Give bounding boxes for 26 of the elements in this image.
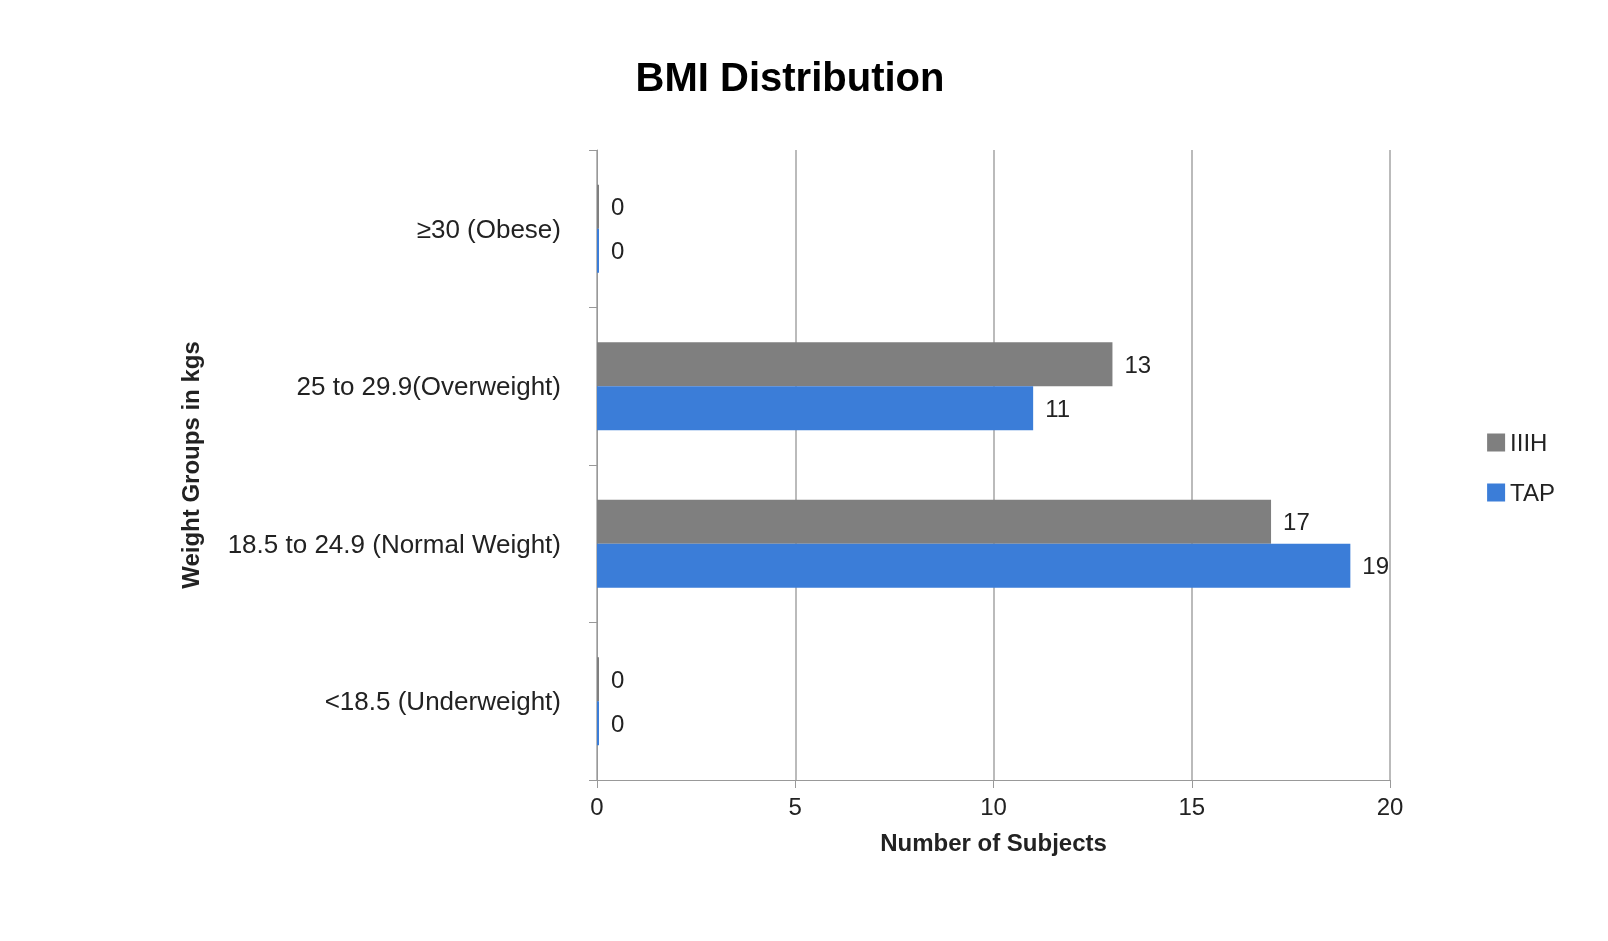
data-label: 0 bbox=[611, 709, 625, 737]
x-tick-label: 15 bbox=[1178, 792, 1206, 820]
x-tick-label: 0 bbox=[590, 792, 604, 820]
data-label: 13 bbox=[1124, 350, 1152, 378]
y-tick-label: ≥30 (Obese) bbox=[416, 213, 561, 244]
data-label: 19 bbox=[1362, 552, 1390, 580]
y-tick-label: 25 to 29.9(Overweight) bbox=[296, 371, 561, 402]
data-label: 11 bbox=[1045, 394, 1071, 422]
bar bbox=[597, 543, 1351, 588]
bar bbox=[597, 342, 1113, 387]
data-label: 0 bbox=[611, 193, 625, 221]
chart-title: BMI Distribution bbox=[635, 55, 945, 99]
x-axis-title: Number of Subjects bbox=[880, 828, 1107, 856]
y-tick-label: 18.5 to 24.9 (Normal Weight) bbox=[227, 528, 561, 559]
data-label: 0 bbox=[611, 237, 625, 265]
y-tick-label: <18.5 (Underweight) bbox=[324, 686, 561, 717]
legend-label: TAP bbox=[1510, 479, 1556, 506]
x-tick-label: 20 bbox=[1376, 792, 1404, 820]
legend-label: IIIH bbox=[1510, 429, 1548, 456]
data-label: 0 bbox=[611, 665, 625, 693]
y-axis-title: Weight Groups in kgs bbox=[176, 341, 204, 589]
x-tick-label: 5 bbox=[788, 792, 802, 820]
bar bbox=[597, 386, 1034, 431]
x-tick-label: 10 bbox=[980, 792, 1007, 820]
bar bbox=[597, 499, 1272, 544]
data-label: 17 bbox=[1283, 508, 1310, 536]
